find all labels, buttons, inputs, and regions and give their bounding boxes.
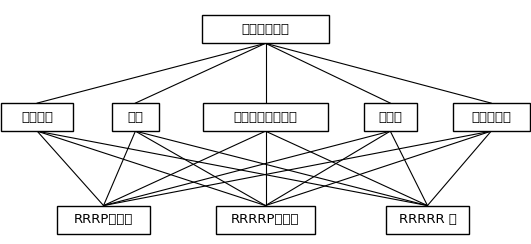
Text: RRRRR 型: RRRRR 型 — [399, 213, 456, 226]
Text: 稳定性: 稳定性 — [378, 111, 402, 124]
Text: RRRRP并联型: RRRRP并联型 — [231, 213, 300, 226]
FancyBboxPatch shape — [364, 103, 417, 131]
Text: 结构经济性: 结构经济性 — [471, 111, 511, 124]
Text: 工作空间: 工作空间 — [21, 111, 53, 124]
Text: RRRP并联型: RRRP并联型 — [74, 213, 133, 226]
Text: 运动学分析简易度: 运动学分析简易度 — [234, 111, 297, 124]
Text: 刚度: 刚度 — [127, 111, 143, 124]
FancyBboxPatch shape — [57, 205, 150, 234]
FancyBboxPatch shape — [112, 103, 159, 131]
FancyBboxPatch shape — [387, 205, 468, 234]
FancyBboxPatch shape — [2, 103, 73, 131]
FancyBboxPatch shape — [452, 103, 529, 131]
FancyBboxPatch shape — [203, 103, 328, 131]
FancyBboxPatch shape — [202, 15, 329, 43]
Text: 综合性能最优: 综合性能最优 — [242, 23, 289, 36]
FancyBboxPatch shape — [217, 205, 314, 234]
